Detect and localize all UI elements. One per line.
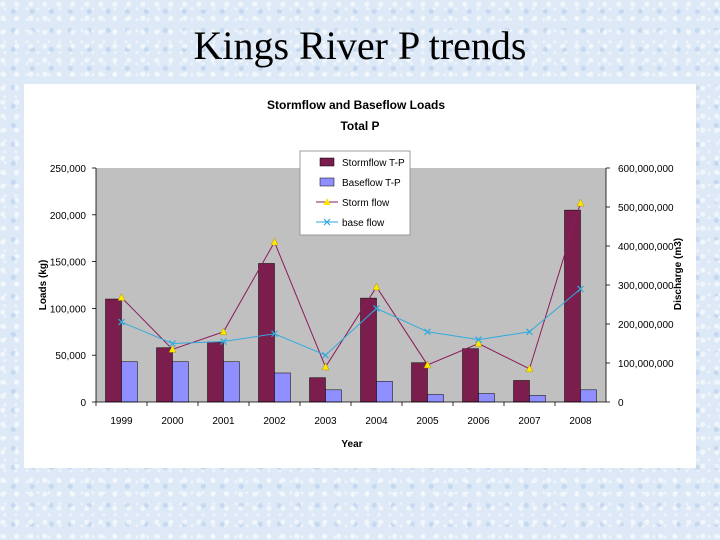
- x-tick-label-2006: 2006: [467, 416, 490, 427]
- point-storm-flow-2000: [168, 344, 177, 353]
- point-base-flow-2002: [271, 330, 278, 338]
- point-base-flow-2005: [424, 328, 431, 336]
- bar-baseflow-2001: [223, 361, 240, 403]
- legend-label-base-flow: base flow: [342, 218, 385, 229]
- y-tick-label: 200,000: [50, 211, 87, 222]
- point-storm-flow-2004: [372, 282, 381, 291]
- bar-layer: [105, 209, 597, 403]
- chart-frame: Stormflow and Baseflow Loads Total P 0 50…: [24, 84, 696, 468]
- bar-baseflow-1999: [121, 361, 138, 403]
- bar-stormflow-2004: [360, 297, 377, 403]
- point-base-flow-1999: [118, 318, 125, 326]
- point-storm-flow-2003: [321, 362, 330, 371]
- y2-tick-label: 500,000,000: [618, 203, 674, 214]
- bar-baseflow-2000: [172, 361, 189, 403]
- legend-label-stormflow: Stormflow T-P: [342, 158, 405, 169]
- y-tick-label: 100,000: [50, 304, 87, 315]
- point-base-flow-2008: [577, 285, 584, 293]
- point-storm-flow-2005: [423, 360, 432, 369]
- line-storm-flow: [121, 202, 581, 370]
- point-storm-flow-2008: [576, 198, 585, 207]
- legend-swatch-baseflow: [319, 177, 335, 187]
- legend-swatch-stormflow: [319, 157, 335, 167]
- point-base-flow-2004: [373, 304, 380, 312]
- point-storm-flow-2001: [219, 327, 228, 336]
- slide-title: Kings River P trends: [193, 23, 527, 68]
- bar-baseflow-2005: [427, 394, 444, 403]
- x-tick-label-2005: 2005: [416, 416, 439, 427]
- x-tick-label-1999: 1999: [110, 416, 133, 427]
- y-tick-label: 50,000: [55, 351, 86, 362]
- bar-stormflow-2000: [156, 347, 173, 403]
- y-axis-label: Loads (kg): [38, 260, 49, 311]
- bar-baseflow-2006: [478, 393, 495, 403]
- axes-layer: 0 50,000 100,000 150,000 200,000 250,000 0 100,…: [50, 164, 674, 427]
- bar-stormflow-2003: [309, 377, 326, 403]
- x-tick-label-2000: 2000: [161, 416, 184, 427]
- legend-marker-storm-flow: [323, 198, 331, 205]
- chart-subtitle: Total P: [340, 119, 379, 133]
- legend-box: [299, 150, 411, 236]
- chart-title: Stormflow and Baseflow Loads: [267, 98, 445, 112]
- y-tick-label: 150,000: [50, 258, 87, 269]
- point-storm-flow-2002: [270, 237, 279, 246]
- x-tick-label-2008: 2008: [569, 416, 592, 427]
- bar-stormflow-2007: [513, 380, 530, 403]
- chart: Stormflow and Baseflow Loads Total P 0 50…: [38, 98, 684, 450]
- x-axis-label: Year: [341, 439, 362, 450]
- x-tick-label-2001: 2001: [212, 416, 235, 427]
- y-tick-label: 250,000: [50, 164, 87, 175]
- point-storm-flow-2006: [474, 339, 483, 347]
- bar-stormflow-2002: [258, 263, 275, 403]
- bar-stormflow-2008: [564, 209, 581, 403]
- x-tick-label-2007: 2007: [518, 416, 541, 427]
- y2-tick-label: 0: [618, 398, 624, 409]
- point-base-flow-2000: [169, 340, 176, 347]
- legend-label-baseflow: Baseflow T-P: [342, 178, 401, 189]
- point-storm-flow-1999: [117, 293, 126, 301]
- point-storm-flow-2007: [525, 364, 534, 373]
- y2-tick-label: 400,000,000: [618, 242, 674, 253]
- y2-tick-label: 300,000,000: [618, 281, 674, 292]
- bar-baseflow-2003: [325, 389, 342, 403]
- y2-tick-label: 100,000,000: [618, 359, 674, 370]
- bar-baseflow-2007: [529, 395, 546, 403]
- legend-marker-base-flow: [323, 218, 331, 226]
- bar-stormflow-1999: [105, 298, 122, 403]
- y2-tick-label: 600,000,000: [618, 164, 674, 175]
- x-tick-label-2004: 2004: [365, 416, 388, 427]
- line-layer: [117, 198, 585, 373]
- y-tick-label: 0: [80, 398, 86, 409]
- bar-baseflow-2008: [580, 389, 597, 403]
- bar-stormflow-2006: [462, 348, 479, 403]
- legend: Stormflow T-P Baseflow T-P Storm flow base …: [299, 150, 411, 236]
- bar-stormflow-2001: [207, 341, 224, 403]
- point-base-flow-2007: [526, 328, 533, 336]
- y2-tick-label: 200,000,000: [618, 320, 674, 331]
- bar-stormflow-2005: [411, 362, 428, 403]
- x-tick-label-2002: 2002: [263, 416, 286, 427]
- bar-baseflow-2004: [376, 381, 393, 403]
- x-tick-label-2003: 2003: [314, 416, 337, 427]
- line-base-flow: [121, 288, 581, 356]
- legend-label-storm-flow: Storm flow: [342, 198, 390, 209]
- point-base-flow-2006: [475, 336, 482, 344]
- bar-baseflow-2002: [274, 372, 291, 403]
- y2-axis-label: Discharge (m3): [673, 238, 684, 310]
- point-base-flow-2003: [322, 351, 329, 359]
- point-base-flow-2001: [220, 338, 227, 345]
